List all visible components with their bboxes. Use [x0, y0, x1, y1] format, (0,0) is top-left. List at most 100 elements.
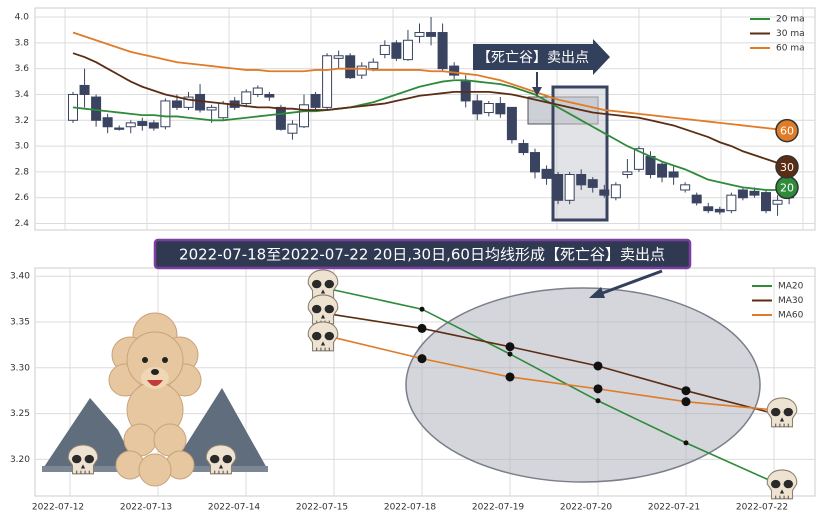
skull-icon	[307, 294, 339, 325]
candle-body	[299, 104, 309, 128]
candle-body	[91, 96, 102, 121]
ma-marker	[683, 440, 689, 446]
skull-eye	[770, 479, 781, 489]
candle-body	[564, 174, 575, 201]
candle-body	[102, 117, 113, 128]
y-tick-label: 4.0	[15, 13, 30, 23]
candle-body	[472, 100, 483, 115]
skull-icon	[67, 444, 99, 475]
ma-marker	[417, 323, 427, 333]
mountain	[42, 398, 138, 470]
candle-body	[657, 163, 668, 178]
candle-body	[703, 206, 714, 212]
poodle-muzzle	[141, 367, 169, 389]
ma-marker	[681, 386, 691, 396]
mountain	[170, 388, 268, 470]
skull-nose	[779, 417, 785, 422]
x-tick-label: 2022-07-21	[648, 503, 700, 513]
x-tick-label: 2022-07-12	[32, 503, 84, 513]
candle-body	[426, 32, 437, 37]
candle-body	[610, 184, 621, 199]
y-tick-label: 2.8	[15, 167, 30, 177]
skull-eye	[84, 454, 95, 464]
x-tick-label: 2022-07-14	[208, 503, 261, 513]
skull-eye	[324, 331, 335, 341]
poodle-eye	[142, 357, 148, 363]
candle-body	[252, 87, 263, 95]
skull-teeth	[214, 470, 228, 474]
highlight-arrow-head	[589, 287, 605, 298]
ma-marker	[419, 306, 425, 312]
candle-body	[437, 32, 448, 70]
candle-body	[761, 192, 771, 212]
candle-body	[368, 61, 379, 70]
legend-label: MA20	[778, 282, 804, 292]
candle-body	[322, 55, 333, 108]
candle-body	[414, 32, 425, 37]
y-tick-label: 3.40	[10, 272, 30, 282]
skull-icon	[307, 321, 339, 352]
candle-body	[137, 121, 148, 126]
skull-head	[766, 397, 798, 428]
skull-icon	[307, 269, 339, 300]
highlight-arrow	[599, 269, 663, 296]
candle-body	[541, 168, 552, 179]
y-tick-label: 3.25	[10, 409, 30, 419]
skull-teeth	[775, 423, 789, 427]
skull-eye	[783, 407, 794, 417]
candle-body	[449, 65, 460, 76]
candle-body	[125, 122, 136, 128]
skull-nose	[218, 464, 224, 469]
skull-eye	[770, 407, 781, 417]
skull-head	[307, 321, 339, 352]
y-tick-label: 3.35	[10, 318, 30, 328]
candle-body	[310, 93, 321, 108]
ma-badge-label: 20	[780, 181, 794, 194]
candle-body	[518, 143, 529, 154]
candle-body	[264, 93, 275, 98]
candle-body	[160, 100, 171, 128]
x-tick-label: 2022-07-18	[384, 503, 437, 513]
candle-body	[218, 103, 229, 119]
candle-body	[275, 106, 286, 130]
candle-body	[483, 103, 494, 114]
skull-nose	[320, 314, 326, 319]
candle-body	[645, 155, 656, 176]
annotation-text: 【死亡谷】卖出点	[477, 50, 589, 66]
x-tick-label: 2022-07-13	[120, 503, 172, 513]
y-tick-label: 3.0	[15, 142, 30, 152]
skull-eye	[783, 479, 794, 489]
y-tick-label: 2.6	[15, 193, 30, 203]
candle-body	[287, 123, 298, 134]
skull-nose	[320, 289, 326, 294]
candle-body	[171, 100, 182, 108]
skull-nose	[779, 489, 785, 494]
y-tick-label: 3.6	[15, 64, 30, 74]
legend-label: MA30	[778, 296, 804, 306]
candle-body	[691, 194, 702, 204]
candle-body	[530, 152, 540, 173]
x-tick-label: 2022-07-20	[560, 503, 613, 513]
candle-body	[183, 96, 194, 108]
skull-icon	[766, 397, 798, 428]
candle-body	[668, 171, 679, 178]
annotation-pointer-head	[532, 87, 542, 96]
poodle-fur	[138, 453, 172, 487]
chart-title: 2022-07-18至2022-07-22 20日,30日,60日均线形成【死亡…	[179, 246, 665, 264]
ma-badge-label: 60	[780, 125, 794, 138]
ma-marker	[507, 351, 513, 357]
ma-marker	[595, 398, 601, 404]
y-tick-label: 3.30	[10, 363, 30, 373]
y-tick-label: 2.4	[15, 219, 30, 229]
x-tick-label: 2022-07-15	[296, 503, 348, 513]
legend-label: 20 ma	[776, 15, 805, 25]
skull-teeth	[76, 470, 90, 474]
candle-body	[391, 42, 402, 59]
ma-line	[333, 313, 775, 415]
candle-body	[726, 194, 737, 212]
annotation-arrow-box	[473, 39, 610, 75]
candle-body	[148, 122, 159, 129]
legend-label: 30 ma	[776, 29, 805, 39]
skull-head	[766, 469, 798, 500]
